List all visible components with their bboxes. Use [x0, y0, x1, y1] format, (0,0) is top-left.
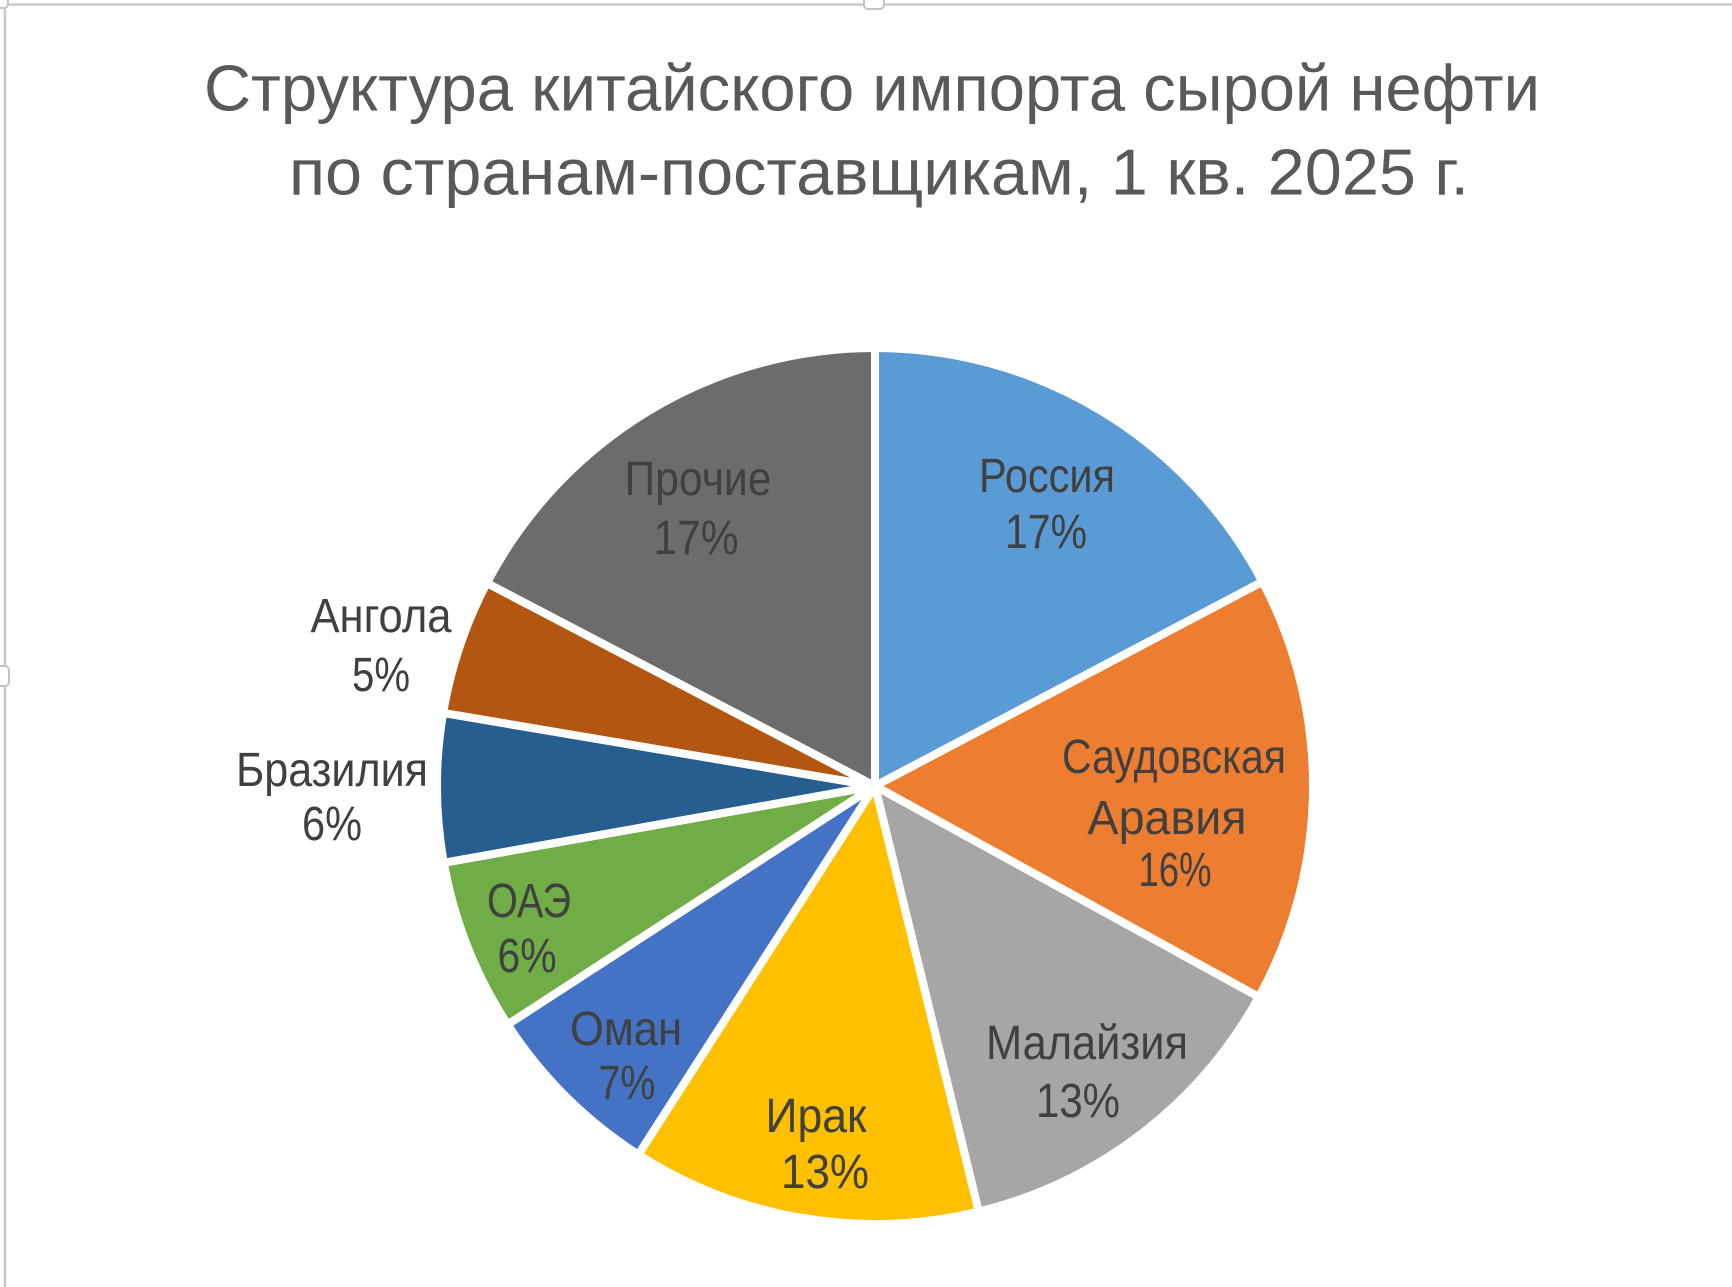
svg-text:Ангола: Ангола	[311, 590, 452, 643]
svg-text:ОАЭ: ОАЭ	[487, 875, 571, 928]
svg-text:по странам-поставщикам, 1 кв.: по странам-поставщикам, 1 кв. 2025 г.	[289, 137, 1469, 209]
svg-text:13%: 13%	[1036, 1075, 1120, 1128]
svg-text:Россия: Россия	[979, 450, 1115, 503]
svg-text:7%: 7%	[599, 1057, 656, 1110]
svg-text:17%: 17%	[1005, 506, 1087, 559]
svg-text:13%: 13%	[781, 1146, 869, 1199]
svg-text:Прочие: Прочие	[625, 453, 772, 506]
svg-text:Оман: Оман	[570, 1003, 682, 1056]
svg-text:6%: 6%	[302, 798, 362, 851]
svg-text:6%: 6%	[498, 930, 557, 983]
svg-text:Саудовская: Саудовская	[1062, 731, 1286, 784]
svg-text:5%: 5%	[352, 649, 410, 702]
svg-text:Бразилия: Бразилия	[236, 744, 428, 797]
svg-text:Структура китайского импорта с: Структура китайского импорта сырой нефти	[204, 53, 1540, 125]
svg-text:17%: 17%	[654, 512, 739, 565]
svg-text:Ирак: Ирак	[766, 1090, 868, 1143]
svg-text:Малайзия: Малайзия	[986, 1017, 1188, 1070]
svg-text:Аравия: Аравия	[1088, 792, 1247, 845]
svg-text:16%: 16%	[1139, 844, 1212, 897]
